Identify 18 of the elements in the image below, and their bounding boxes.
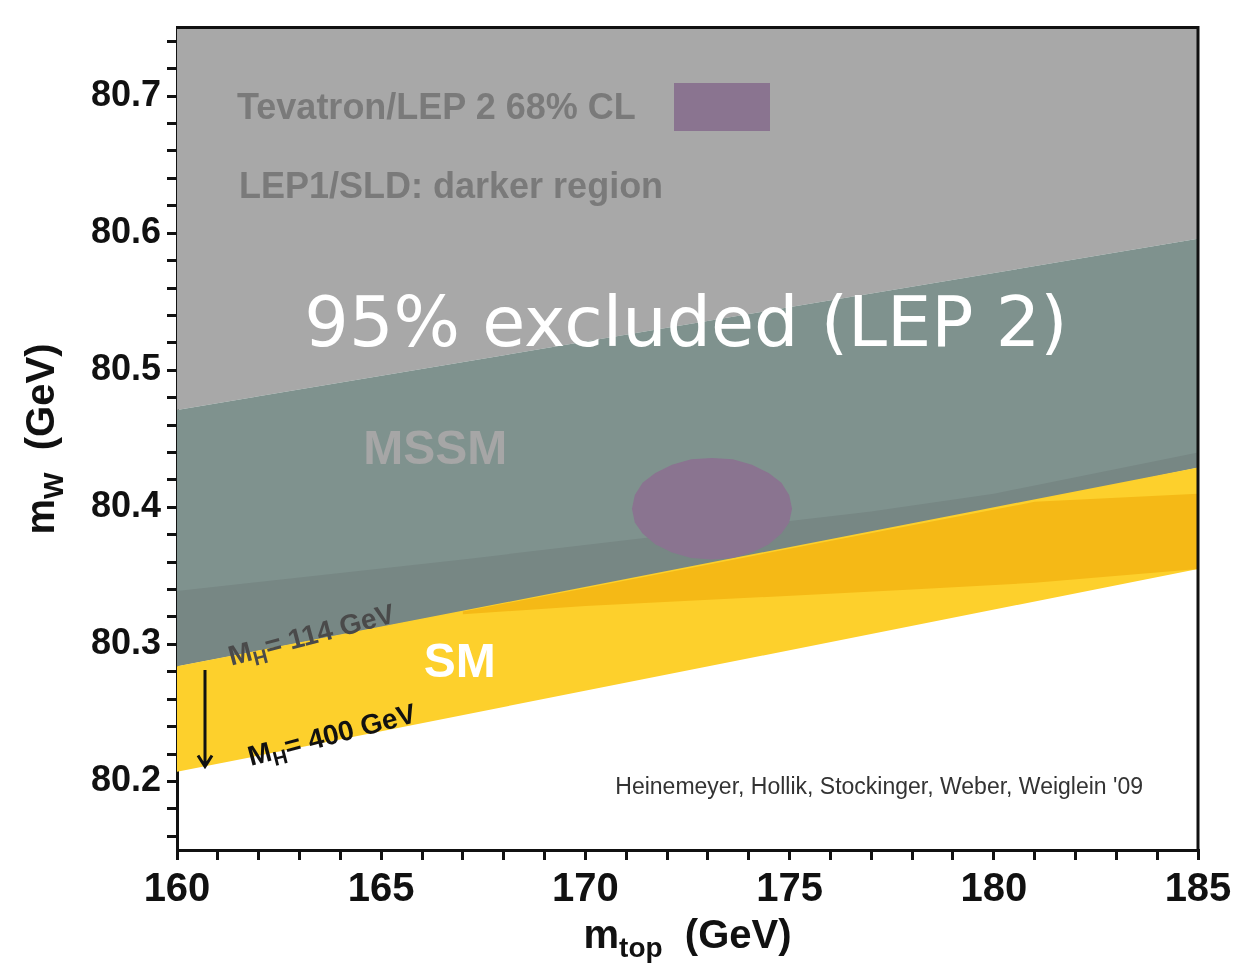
annotation: MH= 114 GeV	[224, 597, 399, 672]
annotation: Heinemeyer, Hollik, Stockinger, Weber, Weiglein '09	[615, 773, 1143, 800]
y-tick-label: 80.4	[90, 484, 161, 526]
y-tick-label: 80.2	[90, 758, 161, 800]
x-axis-title: m$_{top}$ (GeV)	[583, 912, 792, 964]
x-tick-label: 170	[552, 865, 619, 910]
annotation: 95% excluded (LEP 2)	[304, 280, 1068, 363]
x-tick-label: 160	[143, 865, 211, 910]
y-tick-label: 80.7	[90, 73, 161, 115]
y-tick-label: 80.5	[90, 347, 161, 389]
y-tick-label: 80.3	[90, 621, 161, 663]
x-tick-label: 185	[1164, 865, 1232, 910]
annotation: MH= 400 GeV	[244, 697, 420, 772]
annotation: SM	[423, 634, 496, 688]
y-tick-label: 80.6	[90, 210, 161, 252]
x-tick-label: 180	[960, 865, 1028, 910]
x-tick-label: 175	[756, 865, 823, 910]
x-tick-label: 165	[347, 865, 415, 910]
